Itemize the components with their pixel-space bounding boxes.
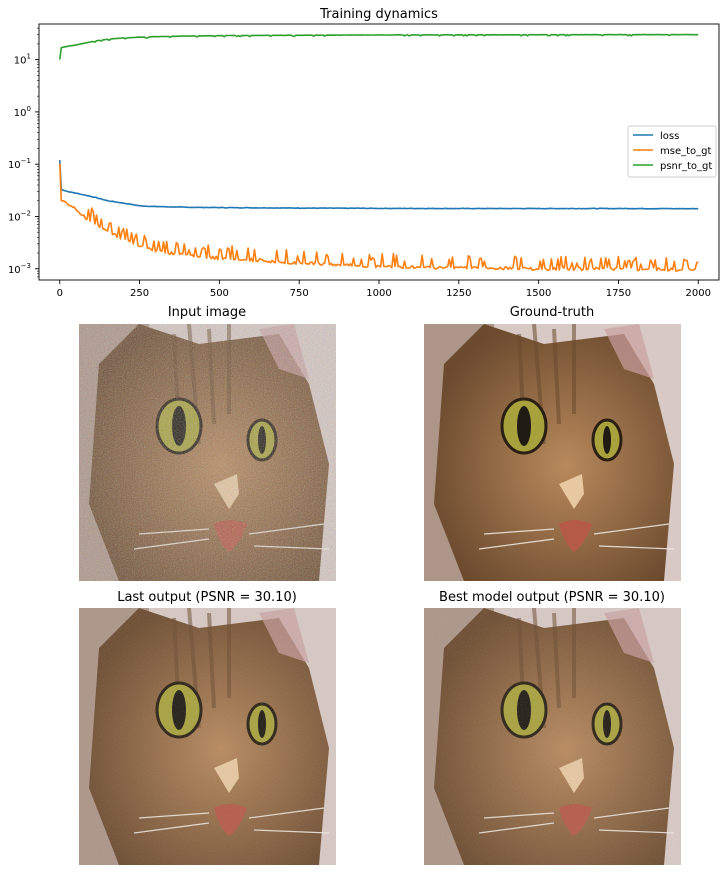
x-tick-label: 1250	[446, 288, 471, 299]
x-tick-label: 250	[130, 288, 149, 299]
x-tick-label: 0	[57, 288, 63, 299]
cat-photo	[79, 608, 336, 865]
plot-frame	[38, 23, 720, 281]
series-line-loss	[59, 160, 699, 210]
input-image	[79, 324, 336, 581]
y-tick-label: 101	[14, 53, 31, 67]
best-output-image	[424, 608, 681, 865]
legend-label-mse: mse_to_gt	[660, 146, 711, 157]
legend-label-psnr: psnr_to_gt	[660, 161, 712, 172]
ground-truth-title: Ground-truth	[509, 305, 595, 320]
x-tick-label: 750	[290, 288, 309, 299]
x-tick-label: 1500	[526, 288, 551, 299]
training-dynamics-chart: Training dynamics 0 250 500 750 1000 1250 1500…	[8, 7, 720, 299]
legend-label-loss: loss	[660, 131, 679, 142]
last-output-title: Last output (PSNR = 30.10)	[117, 590, 297, 605]
y-tick-label: 10−1	[8, 157, 31, 171]
x-tick-label: 500	[210, 288, 229, 299]
x-tick-label: 1000	[366, 288, 391, 299]
series-line-psnr_to_gt	[59, 33, 699, 60]
last-output-image	[79, 608, 336, 865]
legend: loss mse_to_gt psnr_to_gt	[627, 125, 717, 178]
cat-photo	[79, 324, 336, 581]
best-output-title: Best model output (PSNR = 30.10)	[439, 590, 665, 605]
series-layer	[59, 33, 699, 272]
cat-photo	[424, 608, 681, 865]
input-image-title: Input image	[167, 305, 247, 320]
x-axis: 0 250 500 750 1000 1250 1500 1750 2000	[57, 280, 711, 299]
x-tick-label: 1750	[606, 288, 631, 299]
series-line-mse_to_gt	[59, 163, 699, 272]
y-tick-label: 100	[14, 105, 31, 119]
y-tick-label: 10−2	[8, 209, 31, 223]
chart-title: Training dynamics	[319, 7, 438, 22]
x-tick-label: 2000	[686, 288, 711, 299]
cat-photo	[424, 324, 681, 581]
ground-truth-image	[424, 324, 681, 581]
y-axis: 10−3 10−2 10−1 100 101	[8, 27, 39, 278]
y-tick-label: 10−3	[8, 262, 31, 276]
